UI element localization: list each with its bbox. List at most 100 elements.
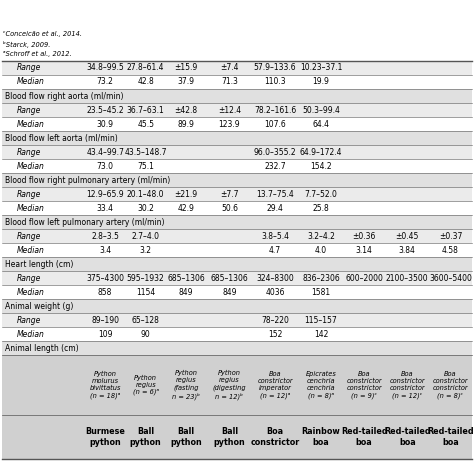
Text: ±0.36: ±0.36 <box>352 231 376 241</box>
Text: Heart length (cm): Heart length (cm) <box>5 260 73 268</box>
Bar <box>2 243 472 257</box>
Text: 7.7–52.0: 7.7–52.0 <box>304 189 337 199</box>
Text: 23.5–45.2: 23.5–45.2 <box>86 106 124 114</box>
Text: 3.2: 3.2 <box>140 246 152 254</box>
Bar <box>2 75 472 89</box>
Text: Python
regius
(n = 6)ᵃ: Python regius (n = 6)ᵃ <box>133 375 159 395</box>
Text: Epicrates
cenchria
cenchria
(n = 8)ᵃ: Epicrates cenchria cenchria (n = 8)ᵃ <box>306 371 337 399</box>
Text: 324–8300: 324–8300 <box>256 273 294 283</box>
Text: 836–2306: 836–2306 <box>302 273 340 283</box>
Text: 13.7–75.4: 13.7–75.4 <box>256 189 294 199</box>
Bar <box>2 61 472 75</box>
Bar <box>2 257 472 271</box>
Text: 29.4: 29.4 <box>267 203 283 213</box>
Bar <box>2 173 472 187</box>
Bar <box>2 299 472 313</box>
Text: 96.0–355.2: 96.0–355.2 <box>254 148 296 156</box>
Text: ±0.45: ±0.45 <box>396 231 419 241</box>
Text: 849: 849 <box>179 288 193 296</box>
Text: Boa
constrictor
constrictor
(n = 12)ᶜ: Boa constrictor constrictor (n = 12)ᶜ <box>390 371 425 399</box>
Text: 19.9: 19.9 <box>312 77 329 87</box>
Text: Blood flow right pulmonary artery (ml/min): Blood flow right pulmonary artery (ml/mi… <box>5 176 170 184</box>
Text: 152: 152 <box>268 330 283 338</box>
Text: ±12.4: ±12.4 <box>218 106 241 114</box>
Text: Median: Median <box>17 119 45 129</box>
Text: 37.9: 37.9 <box>178 77 195 87</box>
Text: Python
molurus
bivittatus
(n = 18)ᵃ: Python molurus bivittatus (n = 18)ᵃ <box>90 371 121 399</box>
Text: 600–2000: 600–2000 <box>345 273 383 283</box>
Text: Boa
constrictor
constrictor
(n = 9)ᶜ: Boa constrictor constrictor (n = 9)ᶜ <box>346 371 382 399</box>
Text: 57.9–133.6: 57.9–133.6 <box>254 64 296 72</box>
Text: 43.5–148.7: 43.5–148.7 <box>125 148 167 156</box>
Text: 3.14: 3.14 <box>356 246 373 254</box>
Text: 20.1–48.0: 20.1–48.0 <box>127 189 164 199</box>
Bar <box>2 271 472 285</box>
Text: Median: Median <box>17 330 45 338</box>
Text: Boa
constrictor: Boa constrictor <box>251 427 300 447</box>
Text: Animal length (cm): Animal length (cm) <box>5 343 79 353</box>
Text: Blood flow left pulmonary artery (ml/min): Blood flow left pulmonary artery (ml/min… <box>5 218 164 226</box>
Text: Median: Median <box>17 203 45 213</box>
Bar <box>2 341 472 355</box>
Text: Range: Range <box>17 106 41 114</box>
Text: Median: Median <box>17 288 45 296</box>
Text: 64.4: 64.4 <box>312 119 329 129</box>
Bar <box>2 103 472 117</box>
Text: 2100–3500: 2100–3500 <box>386 273 428 283</box>
Text: Median: Median <box>17 161 45 171</box>
Text: 1154: 1154 <box>136 288 155 296</box>
Text: 595–1932: 595–1932 <box>127 273 164 283</box>
Text: 142: 142 <box>314 330 328 338</box>
Text: Ball
python: Ball python <box>213 427 245 447</box>
Text: Python
regius
(digesting
n = 12)ᵇ: Python regius (digesting n = 12)ᵇ <box>212 370 246 400</box>
Text: Ball
python: Ball python <box>130 427 162 447</box>
Bar <box>2 215 472 229</box>
Text: 42.9: 42.9 <box>178 203 195 213</box>
Text: 73.0: 73.0 <box>97 161 114 171</box>
Text: Burmese
python: Burmese python <box>85 427 125 447</box>
Text: 2.8–3.5: 2.8–3.5 <box>91 231 119 241</box>
Text: 3.8–5.4: 3.8–5.4 <box>261 231 289 241</box>
Text: 109: 109 <box>98 330 112 338</box>
Text: ±15.9: ±15.9 <box>174 64 198 72</box>
Bar <box>2 89 472 103</box>
Text: 78–220: 78–220 <box>261 315 289 325</box>
Text: 89.9: 89.9 <box>178 119 195 129</box>
Text: 232.7: 232.7 <box>264 161 286 171</box>
Text: 65–128: 65–128 <box>132 315 160 325</box>
Text: 3.84: 3.84 <box>399 246 416 254</box>
Text: Animal weight (g): Animal weight (g) <box>5 301 73 311</box>
Bar <box>2 159 472 173</box>
Text: 90: 90 <box>141 330 151 338</box>
Text: Range: Range <box>17 148 41 156</box>
Text: 30.9: 30.9 <box>97 119 114 129</box>
Text: Median: Median <box>17 246 45 254</box>
Text: ±0.37: ±0.37 <box>439 231 462 241</box>
Text: Red-tailed
boa: Red-tailed boa <box>384 427 430 447</box>
Text: 27.8–61.4: 27.8–61.4 <box>127 64 164 72</box>
Text: 45.5: 45.5 <box>137 119 154 129</box>
Text: Range: Range <box>17 189 41 199</box>
Text: Red-tailed
boa: Red-tailed boa <box>427 427 474 447</box>
Text: 34.8–99.5: 34.8–99.5 <box>86 64 124 72</box>
Text: ±42.8: ±42.8 <box>174 106 198 114</box>
Text: 685–1306: 685–1306 <box>210 273 248 283</box>
Text: 71.3: 71.3 <box>221 77 238 87</box>
Text: Boa
constrictor
imperator
(n = 12)ᵃ: Boa constrictor imperator (n = 12)ᵃ <box>257 371 293 399</box>
Text: 73.2: 73.2 <box>97 77 114 87</box>
Bar <box>2 131 472 145</box>
Text: ±7.7: ±7.7 <box>220 189 238 199</box>
Text: 4036: 4036 <box>265 288 285 296</box>
Text: 42.8: 42.8 <box>137 77 154 87</box>
Text: Python
regius
(fasting
n = 23)ᵇ: Python regius (fasting n = 23)ᵇ <box>172 370 200 400</box>
Bar <box>2 355 472 415</box>
Bar <box>2 117 472 131</box>
Text: Range: Range <box>17 315 41 325</box>
Text: 3.4: 3.4 <box>99 246 111 254</box>
Text: 25.8: 25.8 <box>312 203 329 213</box>
Text: 849: 849 <box>222 288 237 296</box>
Text: ᵇStarck, 2009.: ᵇStarck, 2009. <box>3 41 50 48</box>
Bar <box>2 327 472 341</box>
Text: 30.2: 30.2 <box>137 203 154 213</box>
Bar <box>2 201 472 215</box>
